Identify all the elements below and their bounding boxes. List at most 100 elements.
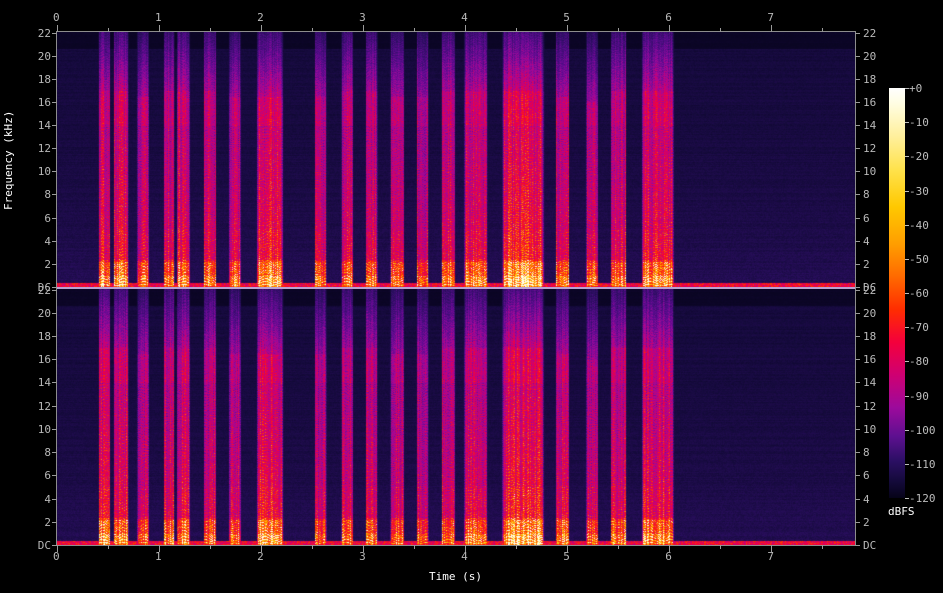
colorbar-tick--20: -20 — [909, 150, 929, 164]
y-tick-label-right-top-16: 16 — [863, 95, 877, 109]
y-tick-label-left-top-20: 20 — [37, 49, 51, 63]
y-tick-mark-right-top — [855, 148, 860, 150]
x-tick-mark-bottom — [771, 545, 773, 552]
colorbar-tick--120: -120 — [909, 492, 936, 505]
colorbar-tick-mark — [905, 361, 909, 363]
y-tick-mark-left-top — [52, 78, 57, 80]
y-tick-label-left-bottom-14: 14 — [37, 376, 51, 390]
y-tick-label-left-top-10: 10 — [37, 165, 51, 179]
plot-area[interactable] — [56, 31, 856, 546]
x-tick-label-bottom-0: 0 — [53, 550, 60, 563]
x-tick-label-bottom-2: 2 — [257, 550, 264, 563]
x-minor-tick-bottom — [516, 545, 518, 549]
y-tick-label-left-bottom-DC: DC — [37, 539, 51, 552]
y-tick-label-right-top-8: 8 — [863, 188, 870, 202]
axis-line-bottom — [57, 545, 855, 546]
y-tick-label-left-bottom-6: 6 — [44, 469, 51, 483]
x-minor-tick-bottom — [720, 545, 722, 549]
x-tick-label-bottom-1: 1 — [155, 550, 162, 563]
y-tick-label-right-bottom-12: 12 — [863, 399, 877, 413]
x-tick-label-bottom-4: 4 — [461, 550, 468, 563]
y-tick-mark-right-bottom — [855, 405, 860, 407]
y-tick-label-right-bottom-22: 22 — [863, 283, 877, 297]
x-tick-label-top-7: 7 — [767, 11, 774, 24]
y-tick-label-right-top-4: 4 — [863, 234, 870, 248]
y-tick-label-left-top-2: 2 — [44, 257, 51, 271]
y-tick-mark-right-bottom — [855, 289, 860, 291]
y-tick-mark-right-top — [855, 217, 860, 219]
y-tick-label-right-top-12: 12 — [863, 142, 877, 156]
x-tick-mark-top — [261, 25, 263, 32]
y-tick-mark-left-bottom — [52, 428, 57, 430]
colorbar-tick--90: -90 — [909, 389, 929, 403]
y-tick-label-right-top-10: 10 — [863, 165, 877, 179]
y-tick-mark-right-top — [855, 171, 860, 173]
y-tick-mark-left-bottom — [52, 312, 57, 314]
x-tick-mark-top — [159, 25, 161, 32]
y-tick-label-right-top-20: 20 — [863, 49, 877, 63]
y-tick-mark-right-bottom — [855, 312, 860, 314]
y-tick-mark-right-top — [855, 125, 860, 127]
colorbar-tick-mark — [905, 498, 909, 499]
y-tick-mark-left-top — [52, 101, 57, 103]
x-minor-tick-top — [618, 28, 620, 32]
x-minor-tick-top — [720, 28, 722, 32]
x-minor-tick-top — [516, 28, 518, 32]
y-tick-label-left-top-8: 8 — [44, 188, 51, 202]
x-tick-label-top-3: 3 — [359, 11, 366, 24]
x-tick-label-top-6: 6 — [665, 11, 672, 24]
y-tick-mark-right-top — [855, 194, 860, 196]
y-tick-label-right-top-22: 22 — [863, 26, 877, 40]
spectrogram-panel-bottom[interactable] — [57, 289, 855, 545]
y-tick-mark-left-top — [52, 217, 57, 219]
x-tick-mark-bottom — [261, 545, 263, 552]
colorbar-tick-+0: +0 — [909, 82, 923, 95]
colorbar — [889, 88, 905, 498]
x-tick-mark-top — [57, 25, 58, 32]
y-tick-label-left-top-4: 4 — [44, 234, 51, 248]
axis-line-middle — [57, 287, 855, 289]
y-tick-mark-left-bottom — [52, 336, 57, 338]
y-tick-label-left-top-18: 18 — [37, 72, 51, 86]
x-tick-label-bottom-5: 5 — [563, 550, 570, 563]
axis-line-left — [56, 31, 57, 546]
x-tick-mark-bottom — [567, 545, 569, 552]
y-tick-mark-right-bottom — [855, 475, 860, 477]
y-tick-label-right-bottom-2: 2 — [863, 515, 870, 529]
colorbar-tick-mark — [905, 156, 909, 158]
x-tick-mark-top — [465, 25, 467, 32]
y-tick-label-right-bottom-16: 16 — [863, 353, 877, 367]
x-minor-tick-bottom — [108, 545, 110, 549]
colorbar-tick--50: -50 — [909, 252, 929, 266]
spectrogram-panel-top[interactable] — [57, 32, 855, 287]
x-tick-mark-bottom — [159, 545, 161, 552]
y-tick-label-left-top-12: 12 — [37, 142, 51, 156]
y-tick-label-right-bottom-14: 14 — [863, 376, 877, 390]
y-tick-mark-left-top — [52, 263, 57, 265]
y-tick-mark-right-top — [855, 32, 860, 34]
y-tick-label-right-bottom-20: 20 — [863, 306, 877, 320]
axis-line-top — [57, 31, 855, 32]
y-tick-mark-left-top — [52, 148, 57, 150]
y-tick-mark-right-bottom — [855, 498, 860, 500]
x-tick-mark-bottom — [363, 545, 365, 552]
y-tick-mark-right-bottom — [855, 428, 860, 430]
y-tick-mark-right-bottom — [855, 382, 860, 384]
colorbar-tick-mark — [905, 190, 909, 192]
x-tick-label-bottom-6: 6 — [665, 550, 672, 563]
colorbar-tick--80: -80 — [909, 355, 929, 369]
y-tick-label-left-bottom-4: 4 — [44, 492, 51, 506]
y-tick-mark-right-bottom — [855, 545, 860, 546]
y-tick-label-right-bottom-4: 4 — [863, 492, 870, 506]
y-tick-mark-right-top — [855, 287, 860, 288]
y-tick-mark-left-top — [52, 287, 57, 288]
y-tick-mark-right-top — [855, 78, 860, 80]
y-tick-label-left-top-22: 22 — [37, 26, 51, 40]
y-tick-label-right-top-14: 14 — [863, 119, 877, 133]
y-tick-mark-right-top — [855, 240, 860, 242]
x-tick-mark-bottom — [57, 545, 58, 552]
x-tick-label-bottom-7: 7 — [767, 550, 774, 563]
x-tick-label-top-4: 4 — [461, 11, 468, 24]
colorbar-tick-mark — [905, 429, 909, 431]
y-tick-mark-right-bottom — [855, 452, 860, 454]
